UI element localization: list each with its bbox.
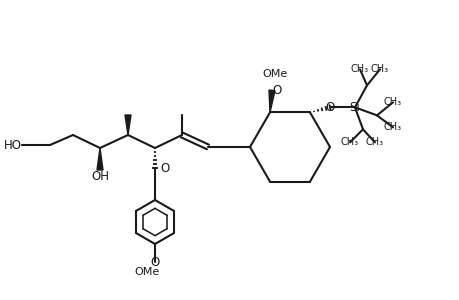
Text: CH₃: CH₃: [370, 64, 388, 74]
Polygon shape: [269, 90, 274, 112]
Text: O: O: [150, 256, 159, 268]
Text: CH₃: CH₃: [383, 98, 401, 107]
Text: OMe: OMe: [134, 267, 159, 277]
Text: OH: OH: [91, 170, 109, 183]
Text: OMe: OMe: [262, 69, 287, 80]
Text: O: O: [160, 161, 169, 175]
Text: O: O: [271, 84, 280, 97]
Text: Si: Si: [349, 101, 359, 114]
Text: HO: HO: [4, 139, 22, 152]
Text: CH₃: CH₃: [383, 122, 401, 132]
Text: CH₃: CH₃: [340, 137, 358, 147]
Text: CH₃: CH₃: [365, 137, 383, 147]
Text: CH₃: CH₃: [350, 64, 368, 74]
Text: O: O: [325, 101, 334, 114]
Polygon shape: [125, 115, 131, 135]
Polygon shape: [97, 148, 103, 170]
